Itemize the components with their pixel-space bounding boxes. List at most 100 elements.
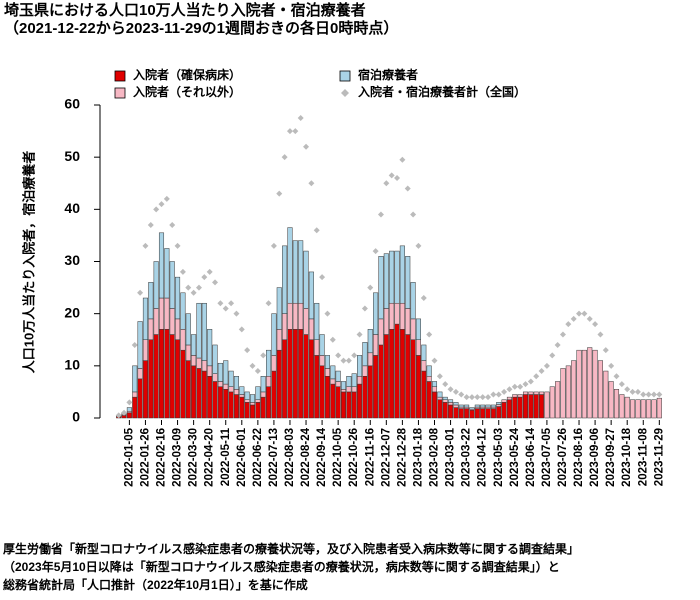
point [329, 336, 336, 343]
legend-label: 入院者（それ以外） [133, 84, 241, 99]
point [410, 211, 417, 218]
bar [185, 344, 191, 361]
x-tick-label: 2022-05-11 [220, 427, 232, 486]
bar [212, 344, 218, 374]
bar [233, 394, 239, 419]
bar [571, 360, 577, 419]
bar [132, 396, 138, 419]
point [319, 274, 326, 281]
bar [367, 365, 373, 419]
point [629, 388, 636, 395]
bar [271, 355, 277, 372]
bar [619, 394, 625, 419]
point [286, 128, 293, 135]
bar [442, 396, 448, 400]
bar [255, 402, 261, 419]
point [645, 391, 652, 398]
bar [175, 339, 181, 419]
bar [533, 391, 539, 395]
bar [608, 381, 614, 419]
point [554, 341, 561, 348]
bar [426, 365, 432, 377]
bar [212, 381, 218, 419]
bar [592, 349, 598, 419]
point [613, 373, 620, 380]
bar [158, 297, 165, 330]
bar [362, 376, 368, 419]
bar [415, 355, 421, 419]
point [270, 242, 277, 249]
bar [399, 329, 405, 419]
bar [448, 399, 454, 403]
bar [142, 360, 148, 419]
bar [442, 399, 448, 403]
bar [303, 250, 309, 309]
point [592, 321, 599, 328]
bar [517, 396, 523, 419]
bar [324, 376, 330, 419]
point [517, 383, 524, 390]
x-tick-label: 2022-01-26 [139, 428, 151, 487]
bar [191, 334, 197, 356]
point [383, 180, 390, 187]
bar [137, 378, 143, 419]
bar [271, 370, 277, 419]
point [206, 268, 213, 275]
bar [228, 391, 234, 419]
bar [308, 271, 314, 320]
bar [330, 383, 336, 419]
bar [394, 302, 400, 325]
bar [137, 321, 143, 369]
bar [260, 396, 266, 419]
bar [142, 339, 148, 361]
bar [142, 297, 148, 340]
point [249, 362, 256, 369]
point [201, 274, 208, 281]
bar [137, 368, 143, 380]
bar [362, 365, 368, 377]
x-tick-label: 2023-11-29 [653, 428, 665, 486]
point [356, 331, 363, 338]
bar [196, 368, 202, 419]
bar [276, 287, 282, 330]
bar [367, 352, 373, 367]
x-tick-label: 2023-09-06 [589, 428, 601, 487]
point [238, 326, 245, 333]
bar [319, 365, 325, 419]
x-tick-label: 2023-11-08 [637, 427, 649, 486]
point [511, 383, 518, 390]
bar [266, 386, 272, 419]
x-tick-label: 2023-06-14 [525, 427, 537, 486]
point [260, 352, 267, 359]
x-tick-label: 2022-10-26 [348, 428, 360, 487]
point [142, 242, 149, 249]
bar [469, 409, 475, 419]
point [533, 373, 540, 380]
bar [431, 391, 438, 419]
bar [351, 386, 357, 393]
point [303, 143, 310, 150]
bar [651, 399, 657, 419]
bar [539, 394, 545, 419]
bar [399, 302, 405, 330]
point [618, 381, 625, 388]
point [463, 394, 470, 401]
point [506, 386, 513, 393]
bar [292, 302, 298, 330]
point [137, 289, 144, 296]
point [265, 300, 272, 307]
bar [126, 412, 132, 419]
bar [249, 404, 256, 419]
x-tick-label: 2023-03-01 [445, 427, 457, 486]
bar [164, 248, 170, 299]
bar [581, 349, 587, 419]
bar [453, 402, 459, 406]
bar [389, 302, 395, 330]
bar [180, 349, 186, 419]
bar [640, 399, 646, 419]
point [495, 391, 502, 398]
bar [357, 383, 363, 419]
bar [624, 396, 630, 419]
bar [383, 334, 389, 419]
bar [351, 373, 357, 387]
